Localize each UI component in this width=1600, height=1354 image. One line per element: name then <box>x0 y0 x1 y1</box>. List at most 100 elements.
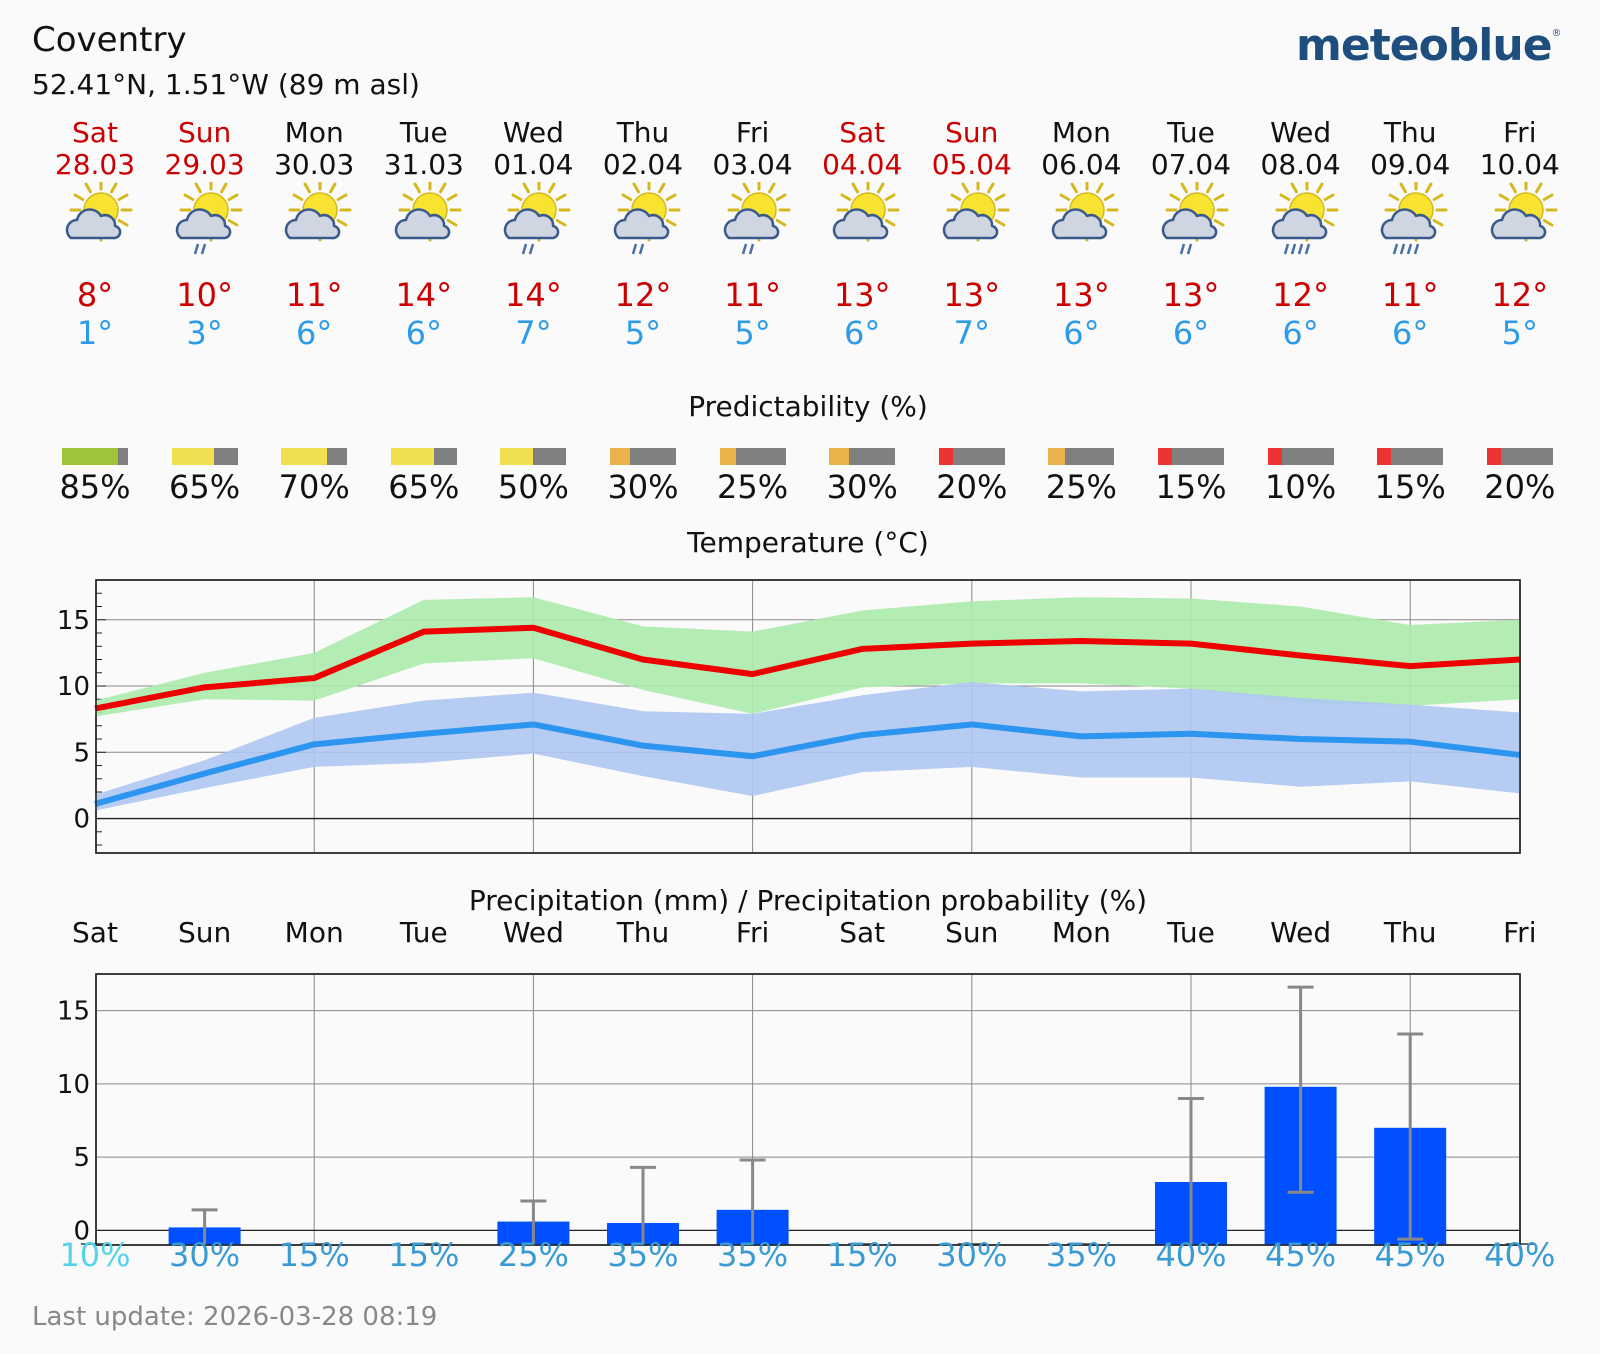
day-date: 04.04 <box>822 148 903 181</box>
predictability-bar <box>829 448 896 465</box>
location-title: Coventry <box>32 20 187 60</box>
day-date: 08.04 <box>1260 148 1341 181</box>
day-name: Tue <box>399 116 448 149</box>
predictability-percent: 30% <box>826 468 898 506</box>
sun-cloud-drizzle-icon <box>1161 182 1229 255</box>
precipitation-day-label: Thu <box>616 916 670 949</box>
predictability-remainder <box>736 448 786 465</box>
precipitation-probability: 10% <box>59 1236 131 1274</box>
min-temperature: 6° <box>1172 314 1210 352</box>
precipitation-chart-title: Precipitation (mm) / Precipitation proba… <box>468 884 1148 917</box>
sun-cloud-rain-icon <box>1271 182 1339 255</box>
predictability-bar <box>390 448 457 465</box>
day-name: Mon <box>1051 116 1111 149</box>
predictability-bar <box>62 448 128 465</box>
max-temperature: 10° <box>176 276 233 314</box>
day-date: 01.04 <box>493 148 574 181</box>
predictability-bar <box>610 448 676 465</box>
day-name: Thu <box>1383 116 1437 149</box>
max-temperature: 8° <box>76 276 114 314</box>
precipitation-probability: 30% <box>936 1236 1008 1274</box>
predictability-percent: 20% <box>936 468 1008 506</box>
predictability-bar <box>1267 448 1334 465</box>
predictability-bar <box>1377 448 1444 465</box>
precipitation-day-label: Wed <box>502 916 564 949</box>
predictability-bar <box>938 448 1005 465</box>
predictability-bar <box>1158 448 1224 465</box>
y-tick-label: 10 <box>57 672 90 702</box>
max-temperature: 11° <box>1381 276 1439 314</box>
day-name: Fri <box>735 116 770 149</box>
day-name: Sun <box>177 116 232 149</box>
y-tick-label: 5 <box>73 1143 90 1173</box>
precipitation-plot-border <box>95 973 1521 1246</box>
precipitation-day-label: Tue <box>1167 916 1215 949</box>
precipitation-day-label: Sat <box>839 916 886 949</box>
location-coordinates: 52.41°N, 1.51°W (89 m asl) <box>32 68 420 101</box>
predictability-remainder <box>629 448 676 465</box>
day-date: 30.03 <box>274 148 355 181</box>
precipitation-probability: 40% <box>1155 1236 1227 1274</box>
predictability-percent: 25% <box>1045 468 1117 506</box>
day-name: Thu <box>616 116 670 149</box>
precipitation-day-label: Fri <box>735 916 770 949</box>
predictability-fill <box>938 448 953 465</box>
max-temperature: 13° <box>833 276 891 314</box>
day-date: 03.04 <box>712 148 793 181</box>
precipitation-probability: 35% <box>607 1236 679 1274</box>
min-temperature: 7° <box>515 314 552 352</box>
last-update: Last update: 2026-03-28 08:19 <box>32 1302 438 1332</box>
day-date: 31.03 <box>383 148 464 181</box>
precipitation-probability: 15% <box>388 1236 460 1274</box>
min-temperature: 5° <box>1501 314 1538 352</box>
predictability-percent: 15% <box>1155 468 1227 506</box>
predictability-percent: 10% <box>1265 468 1337 506</box>
min-temperature: 6° <box>844 314 881 352</box>
predictability-title: Predictability (%) <box>688 390 928 423</box>
y-tick-label: 15 <box>57 606 90 636</box>
predictability-remainder <box>1391 448 1444 465</box>
predictability-bar <box>1048 448 1115 465</box>
predictability-percent: 65% <box>388 468 460 506</box>
max-temperature: 11° <box>724 276 781 314</box>
predictability-percent: 85% <box>59 468 131 506</box>
predictability-remainder <box>1064 448 1115 465</box>
brand-logo[interactable]: meteoblue® <box>1296 20 1562 71</box>
predictability-fill <box>1377 448 1392 465</box>
min-temperature: 5° <box>624 314 662 352</box>
precipitation-chart: 0 5 10 15 <box>57 973 1534 1246</box>
predictability-percent: 70% <box>278 468 350 506</box>
sun-cloud-icon <box>1052 182 1119 242</box>
precipitation-probability: 30% <box>169 1236 241 1274</box>
predictability-fill <box>62 448 119 465</box>
predictability-remainder <box>952 448 1005 465</box>
predictability-percent: 15% <box>1374 468 1446 506</box>
day-name: Mon <box>284 116 344 149</box>
predictability-remainder <box>1500 448 1553 465</box>
predictability-fill <box>390 448 434 465</box>
sun-cloud-drizzle-icon <box>504 182 571 255</box>
min-temperature: 6° <box>1282 314 1319 352</box>
predictability-remainder <box>118 448 128 465</box>
max-temperature: 13° <box>943 276 1001 314</box>
brand-name: meteoblue <box>1296 20 1553 71</box>
max-temperature: 13° <box>1162 276 1220 314</box>
precipitation-probability: 35% <box>1045 1236 1117 1274</box>
day-date: 06.04 <box>1041 148 1122 181</box>
precipitation-probability: 25% <box>497 1236 569 1274</box>
max-temperature-range-band <box>95 597 1520 717</box>
min-temperature: 6° <box>296 314 333 352</box>
day-date: 02.04 <box>602 148 684 181</box>
sun-cloud-icon <box>65 182 133 242</box>
sun-cloud-icon <box>284 182 352 242</box>
predictability-bar <box>281 448 348 465</box>
y-tick-label: 0 <box>73 1216 90 1246</box>
day-name: Sat <box>839 116 886 149</box>
precipitation-probability: 35% <box>717 1236 789 1274</box>
predictability-fill <box>1267 448 1282 465</box>
sun-cloud-icon <box>1490 182 1558 242</box>
predictability-fill <box>500 448 534 465</box>
predictability-fill <box>829 448 849 465</box>
predictability-percent: 30% <box>607 468 679 506</box>
predictability-bar <box>171 448 238 465</box>
